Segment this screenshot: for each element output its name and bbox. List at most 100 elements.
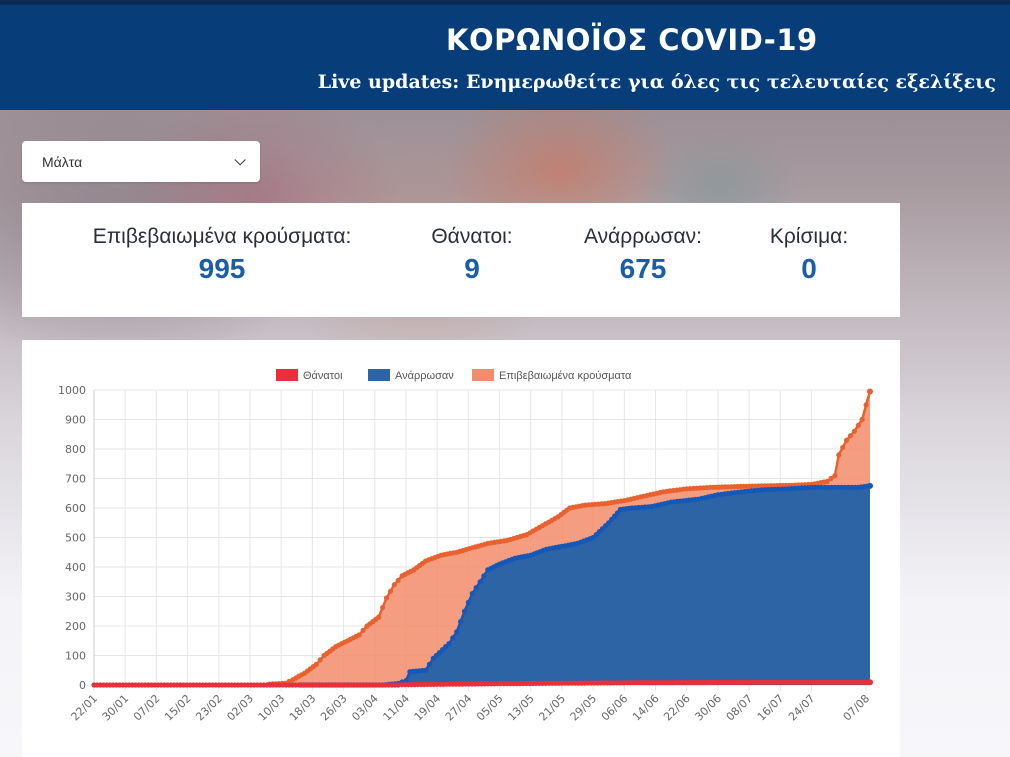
x-tick-label: 21/05 <box>536 692 568 724</box>
stat-deaths-label: Θάνατοι: <box>431 225 513 248</box>
legend-label: Θάνατοι <box>303 370 343 382</box>
x-tick-label: 08/07 <box>724 692 756 724</box>
series-point <box>313 661 319 667</box>
country-select-value: Μάλτα <box>42 153 83 170</box>
x-tick-label: 02/03 <box>224 692 256 724</box>
stats-panel: Επιβεβαιωμένα κρούσματα: 995 Θάνατοι: 9 … <box>22 203 900 317</box>
page-header: ΚΟΡΩΝΟΪΟΣ COVID-19 Live updates: Ενημερω… <box>0 0 1010 110</box>
chevron-down-icon <box>234 153 246 166</box>
y-tick-label: 300 <box>65 591 86 604</box>
stat-confirmed: Επιβεβαιωμένα κρούσματα: 995 <box>62 225 382 285</box>
x-tick-label: 16/07 <box>755 692 787 724</box>
series-point <box>391 582 397 588</box>
series-point <box>422 667 429 673</box>
stat-deaths-value: 9 <box>464 253 480 284</box>
series-point <box>446 641 452 647</box>
series-point <box>376 614 382 620</box>
stat-critical-value: 0 <box>801 253 817 284</box>
x-tick-label: 22/01 <box>69 692 101 724</box>
x-tick-label: 30/06 <box>692 692 724 724</box>
x-tick-label: 07/02 <box>131 692 163 724</box>
y-tick-label: 0 <box>79 679 86 692</box>
x-tick-label: 23/02 <box>193 692 225 724</box>
series-point <box>360 627 366 633</box>
y-tick-label: 100 <box>65 650 86 663</box>
x-tick-label: 22/06 <box>661 692 693 724</box>
series-point <box>458 619 464 625</box>
x-tick-label: 11/04 <box>380 692 412 724</box>
stat-deaths: Θάνατοι: 9 <box>402 225 542 285</box>
x-tick-label: 24/07 <box>786 692 818 724</box>
stat-recovered-value: 675 <box>619 253 667 284</box>
series-point <box>836 452 842 458</box>
y-tick-label: 400 <box>65 561 86 574</box>
series-point <box>473 585 479 591</box>
cases-chart: 0 100 200 300 400 500 600 700 800 900 1000 22/01 30/… <box>58 369 873 724</box>
y-tick-label: 900 <box>65 414 86 427</box>
legend-swatch <box>472 369 494 381</box>
series-point <box>859 416 865 423</box>
series-point <box>824 478 830 485</box>
series-point <box>317 657 323 663</box>
x-tick-label: 10/03 <box>256 692 288 724</box>
series-point <box>840 444 846 451</box>
series-point <box>863 402 869 408</box>
chart-panel: 0 100 200 300 400 500 600 700 800 900 1000 22/01 30/… <box>22 340 900 757</box>
series-point <box>855 422 861 428</box>
series-point-last <box>867 482 873 489</box>
series-point <box>356 632 362 638</box>
series-point <box>851 428 858 434</box>
series-point <box>383 595 390 601</box>
series-point <box>426 661 432 667</box>
y-tick-label: 200 <box>65 620 86 633</box>
series-point-last <box>867 388 873 395</box>
legend-swatch <box>368 369 390 381</box>
legend-label: Ανάρρωσαν <box>395 370 454 382</box>
legend-label: Επιβεβαιωμένα κρούσματα <box>499 370 632 382</box>
x-tick-label: 18/03 <box>287 692 319 724</box>
x-tick-label: 27/04 <box>443 692 475 724</box>
series-point <box>380 605 386 611</box>
stat-confirmed-label: Επιβεβαιωμένα κρούσματα: <box>92 225 352 248</box>
page-subtitle: Live updates: Ενημερωθείτε για όλες τις … <box>317 71 996 93</box>
stat-critical: Κρίσιμα: 0 <box>744 225 874 285</box>
series-point <box>844 437 850 443</box>
series-point-last <box>867 679 873 686</box>
series-point <box>469 591 475 597</box>
series-point <box>828 475 834 482</box>
series-point <box>606 520 612 526</box>
series-point <box>832 473 838 479</box>
stat-critical-label: Κρίσιμα: <box>769 225 849 248</box>
series-point <box>461 608 468 614</box>
series-point <box>454 629 460 635</box>
stat-confirmed-value: 995 <box>198 253 246 284</box>
stat-recovered-label: Ανάρρωσαν: <box>584 225 702 248</box>
x-tick-label: 19/04 <box>412 692 444 724</box>
x-tick-label: 05/05 <box>474 692 506 724</box>
series-point <box>465 599 471 605</box>
y-tick-label: 800 <box>65 443 86 456</box>
x-tick-label: 26/03 <box>318 692 350 724</box>
y-tick-label: 500 <box>65 532 86 545</box>
x-tick-label: 29/05 <box>568 692 600 724</box>
country-select[interactable]: Μάλτα <box>22 141 260 182</box>
series-point <box>403 678 409 684</box>
y-tick-label: 1000 <box>58 384 86 397</box>
x-tick-label: 07/08 <box>841 692 873 724</box>
series-point <box>395 682 401 688</box>
series-point <box>477 579 483 585</box>
y-tick-label: 700 <box>65 473 86 486</box>
stat-recovered: Ανάρρωσαν: 675 <box>558 225 728 285</box>
page-title: ΚΟΡΩΝΟΪΟΣ COVID-19 <box>446 23 818 57</box>
x-tick-label: 14/06 <box>630 692 662 724</box>
x-tick-label: 03/04 <box>349 692 381 724</box>
x-tick-label: 15/02 <box>162 692 194 724</box>
x-tick-label: 06/06 <box>599 692 631 724</box>
legend-swatch <box>276 369 298 381</box>
x-tick-label: 13/05 <box>505 692 537 724</box>
series-area <box>300 485 870 685</box>
y-tick-label: 600 <box>65 502 86 515</box>
series-point <box>847 433 854 439</box>
series-point <box>450 635 456 641</box>
series-point <box>395 577 401 583</box>
